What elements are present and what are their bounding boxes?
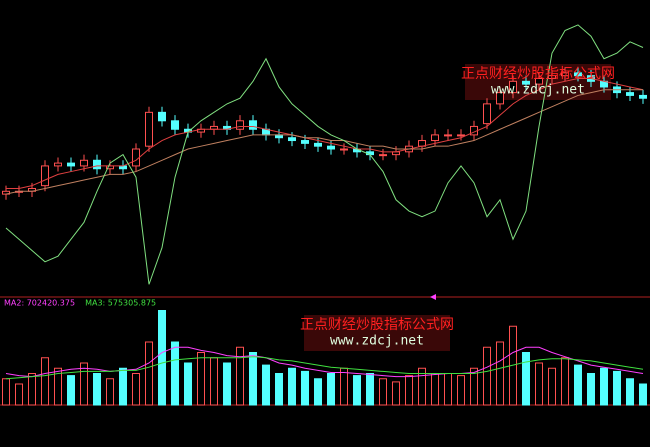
legend-entry: MA3: 575305.875	[85, 299, 156, 308]
volume-bar	[80, 362, 88, 406]
candle-body	[327, 145, 335, 150]
candle-body	[41, 165, 49, 187]
indicator-line	[6, 78, 644, 189]
volume-bar	[353, 375, 361, 406]
watermark-title: 正点财经炒股指标公式网	[300, 317, 454, 333]
volume-bar	[470, 367, 478, 406]
candle-body	[535, 78, 543, 85]
volume-bar	[184, 362, 192, 406]
candle-body	[54, 162, 62, 167]
candle-body	[483, 103, 491, 125]
volume-bar	[197, 352, 205, 406]
candle-body	[288, 137, 296, 142]
candle-body	[158, 111, 166, 122]
candle-body	[314, 142, 322, 147]
candle-body	[522, 80, 530, 85]
candle-body	[2, 190, 10, 195]
candle-body	[561, 72, 569, 77]
volume-bar	[15, 383, 23, 406]
volume-bar	[496, 341, 504, 406]
candle-body	[457, 134, 465, 137]
volume-bar	[106, 378, 114, 406]
volume-bar	[392, 381, 400, 406]
volume-bar	[132, 373, 140, 406]
volume-bar	[639, 383, 647, 406]
indicator-line	[5, 89, 643, 195]
volume-bar	[483, 346, 491, 406]
candle-body	[67, 162, 75, 167]
candle-body	[548, 75, 556, 80]
volume-bar	[249, 352, 257, 406]
candle-body	[496, 92, 504, 105]
volume-bar	[587, 373, 595, 406]
volume-bar	[626, 378, 634, 406]
volume-bar	[522, 352, 530, 406]
volume-bar	[93, 373, 101, 406]
candle-body	[444, 134, 452, 137]
volume-bar	[54, 367, 62, 406]
volume-bar	[236, 346, 244, 406]
watermark-title: 正点财经炒股指标公式网	[461, 66, 615, 82]
candle-body	[340, 148, 348, 151]
volume-bar	[431, 373, 439, 406]
volume-bar	[613, 370, 621, 406]
volume-bar	[444, 373, 452, 406]
volume-bar	[548, 367, 556, 406]
volume-bar	[28, 373, 36, 406]
indicator-line	[5, 346, 644, 378]
volume-bar	[314, 378, 322, 406]
volume-bar	[574, 364, 582, 406]
volume-bar	[41, 357, 49, 406]
volume-bar	[119, 367, 127, 406]
candle-body	[301, 140, 309, 144]
volume-bar	[418, 367, 426, 406]
candle-body	[171, 120, 179, 130]
cursor-marker	[430, 294, 436, 300]
volume-bar	[262, 364, 270, 406]
watermark-box	[304, 315, 450, 351]
candle-body	[639, 94, 647, 99]
volume-bar	[366, 373, 374, 406]
volume-bar	[275, 373, 283, 406]
volume-bar	[457, 375, 465, 406]
candle-body	[93, 159, 101, 170]
candle-body	[249, 120, 257, 130]
candle-body	[509, 80, 517, 94]
volume-bar	[158, 310, 166, 406]
candle-body	[80, 159, 88, 167]
candle-body	[236, 120, 244, 130]
legend-entry: MA2: 702420.375	[4, 299, 75, 308]
indicator-line	[5, 24, 644, 285]
candle-body	[132, 148, 140, 167]
volume-bar	[67, 375, 75, 406]
watermark-url: www.zdcj.net	[491, 83, 585, 98]
candle-body	[431, 134, 439, 142]
candle-body	[574, 72, 582, 77]
volume-bar	[210, 357, 218, 406]
volume-bar	[145, 341, 153, 406]
volume-bar	[600, 367, 608, 406]
volume-bar	[379, 378, 387, 406]
watermark-url: www.zdcj.net	[330, 334, 424, 349]
indicator-line	[5, 356, 644, 380]
volume-bar	[223, 362, 231, 406]
volume-bar	[171, 341, 179, 406]
volume-bar	[2, 378, 10, 406]
candle-body	[626, 92, 634, 96]
candle-body	[145, 111, 153, 147]
volume-bar	[340, 367, 348, 406]
volume-bar	[301, 370, 309, 406]
volume-bar	[327, 373, 335, 406]
volume-bar	[288, 367, 296, 406]
volume-bar	[405, 375, 413, 406]
volume-bar	[535, 362, 543, 406]
candle-body	[379, 154, 387, 157]
volume-bar	[561, 357, 569, 406]
